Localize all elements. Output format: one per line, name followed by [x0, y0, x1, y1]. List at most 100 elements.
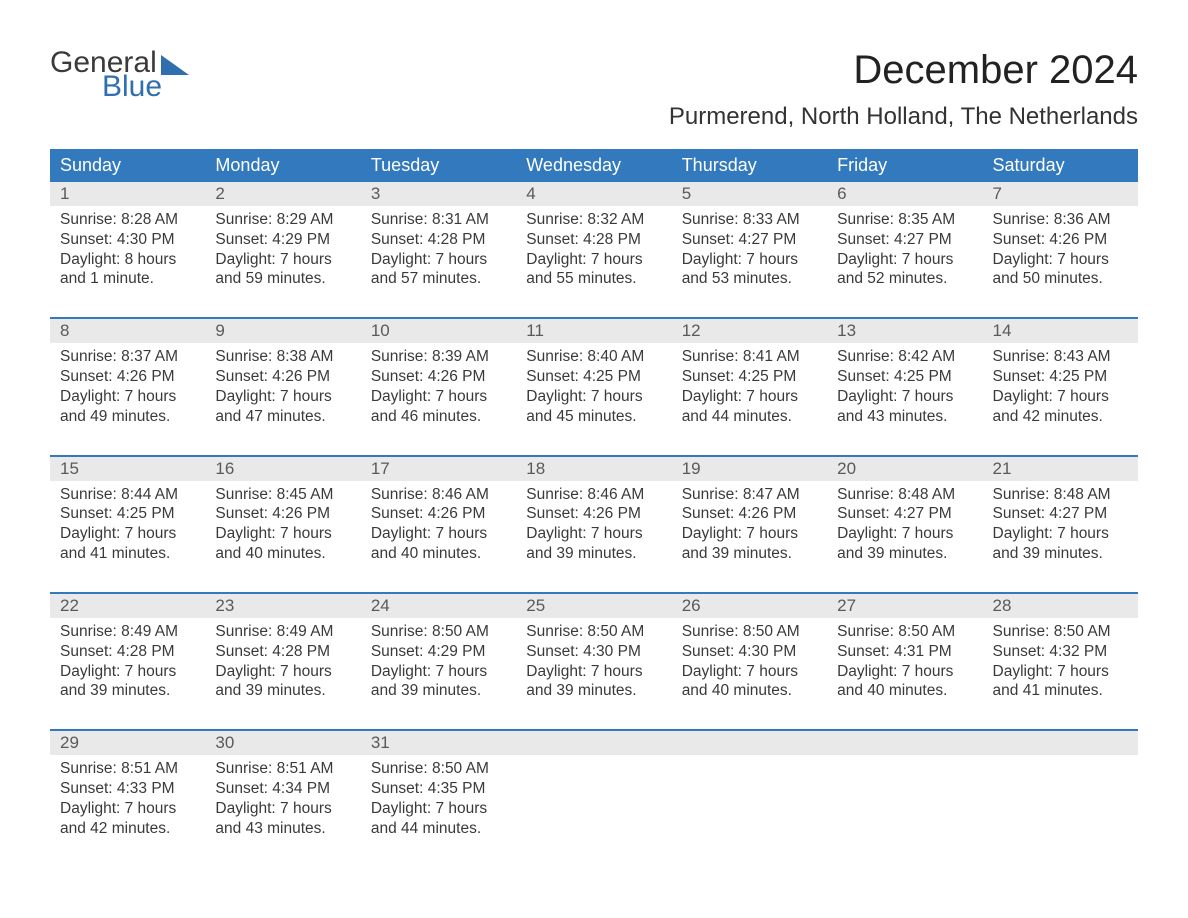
sunset-line: Sunset: 4:26 PM [215, 504, 350, 524]
day-details: Sunrise: 8:44 AMSunset: 4:25 PMDaylight:… [50, 481, 205, 564]
week-row: 1Sunrise: 8:28 AMSunset: 4:30 PMDaylight… [50, 182, 1138, 295]
sunrise-line: Sunrise: 8:50 AM [371, 759, 506, 779]
sunset-line: Sunset: 4:30 PM [682, 642, 817, 662]
daylight-line: Daylight: 7 hours and 43 minutes. [215, 799, 350, 839]
sunrise-line: Sunrise: 8:44 AM [60, 485, 195, 505]
day-details: Sunrise: 8:50 AMSunset: 4:30 PMDaylight:… [672, 618, 827, 701]
sunset-line: Sunset: 4:33 PM [60, 779, 195, 799]
day-details: Sunrise: 8:50 AMSunset: 4:31 PMDaylight:… [827, 618, 982, 701]
day-number: 11 [516, 319, 671, 343]
dow-thursday: Thursday [672, 149, 827, 182]
daylight-line: Daylight: 7 hours and 39 minutes. [682, 524, 817, 564]
sunset-line: Sunset: 4:25 PM [837, 367, 972, 387]
daylight-line: Daylight: 7 hours and 45 minutes. [526, 387, 661, 427]
day-number [672, 731, 827, 755]
sunrise-line: Sunrise: 8:35 AM [837, 210, 972, 230]
day-number: 7 [983, 182, 1138, 206]
day-details: Sunrise: 8:28 AMSunset: 4:30 PMDaylight:… [50, 206, 205, 289]
day-number: 13 [827, 319, 982, 343]
day-details: Sunrise: 8:50 AMSunset: 4:32 PMDaylight:… [983, 618, 1138, 701]
day-cell: 10Sunrise: 8:39 AMSunset: 4:26 PMDayligh… [361, 319, 516, 432]
day-cell: 5Sunrise: 8:33 AMSunset: 4:27 PMDaylight… [672, 182, 827, 295]
sunset-line: Sunset: 4:32 PM [993, 642, 1128, 662]
daylight-line: Daylight: 7 hours and 47 minutes. [215, 387, 350, 427]
day-cell: 7Sunrise: 8:36 AMSunset: 4:26 PMDaylight… [983, 182, 1138, 295]
day-details: Sunrise: 8:32 AMSunset: 4:28 PMDaylight:… [516, 206, 671, 289]
day-of-week-header: SundayMondayTuesdayWednesdayThursdayFrid… [50, 149, 1138, 182]
sunrise-line: Sunrise: 8:46 AM [526, 485, 661, 505]
sunset-line: Sunset: 4:28 PM [215, 642, 350, 662]
sunrise-line: Sunrise: 8:32 AM [526, 210, 661, 230]
day-details: Sunrise: 8:42 AMSunset: 4:25 PMDaylight:… [827, 343, 982, 426]
sunset-line: Sunset: 4:27 PM [837, 504, 972, 524]
calendar-weeks: 1Sunrise: 8:28 AMSunset: 4:30 PMDaylight… [50, 182, 1138, 845]
day-number: 8 [50, 319, 205, 343]
sunset-line: Sunset: 4:35 PM [371, 779, 506, 799]
daylight-line: Daylight: 7 hours and 44 minutes. [682, 387, 817, 427]
daylight-line: Daylight: 7 hours and 39 minutes. [837, 524, 972, 564]
day-number: 28 [983, 594, 1138, 618]
sunrise-line: Sunrise: 8:50 AM [993, 622, 1128, 642]
daylight-line: Daylight: 7 hours and 39 minutes. [526, 524, 661, 564]
day-details: Sunrise: 8:40 AMSunset: 4:25 PMDaylight:… [516, 343, 671, 426]
day-details: Sunrise: 8:39 AMSunset: 4:26 PMDaylight:… [361, 343, 516, 426]
day-number: 21 [983, 457, 1138, 481]
sunrise-line: Sunrise: 8:48 AM [993, 485, 1128, 505]
day-details: Sunrise: 8:51 AMSunset: 4:33 PMDaylight:… [50, 755, 205, 838]
sunset-line: Sunset: 4:26 PM [526, 504, 661, 524]
daylight-line: Daylight: 7 hours and 39 minutes. [371, 662, 506, 702]
daylight-line: Daylight: 7 hours and 40 minutes. [682, 662, 817, 702]
sunset-line: Sunset: 4:25 PM [526, 367, 661, 387]
sunset-line: Sunset: 4:25 PM [993, 367, 1128, 387]
sunrise-line: Sunrise: 8:37 AM [60, 347, 195, 367]
day-cell-empty [983, 731, 1138, 844]
sunset-line: Sunset: 4:27 PM [837, 230, 972, 250]
daylight-line: Daylight: 7 hours and 43 minutes. [837, 387, 972, 427]
day-number: 20 [827, 457, 982, 481]
sunrise-line: Sunrise: 8:40 AM [526, 347, 661, 367]
sunrise-line: Sunrise: 8:49 AM [215, 622, 350, 642]
day-details: Sunrise: 8:49 AMSunset: 4:28 PMDaylight:… [50, 618, 205, 701]
daylight-line: Daylight: 7 hours and 39 minutes. [526, 662, 661, 702]
day-details: Sunrise: 8:47 AMSunset: 4:26 PMDaylight:… [672, 481, 827, 564]
sunset-line: Sunset: 4:25 PM [682, 367, 817, 387]
sunrise-line: Sunrise: 8:46 AM [371, 485, 506, 505]
day-details: Sunrise: 8:29 AMSunset: 4:29 PMDaylight:… [205, 206, 360, 289]
day-number [983, 731, 1138, 755]
sunrise-line: Sunrise: 8:31 AM [371, 210, 506, 230]
day-cell: 1Sunrise: 8:28 AMSunset: 4:30 PMDaylight… [50, 182, 205, 295]
day-cell: 11Sunrise: 8:40 AMSunset: 4:25 PMDayligh… [516, 319, 671, 432]
day-cell-empty [672, 731, 827, 844]
day-number: 30 [205, 731, 360, 755]
sunrise-line: Sunrise: 8:47 AM [682, 485, 817, 505]
daylight-line: Daylight: 7 hours and 49 minutes. [60, 387, 195, 427]
day-number: 6 [827, 182, 982, 206]
logo: General Blue [50, 48, 189, 102]
sunrise-line: Sunrise: 8:50 AM [371, 622, 506, 642]
sunset-line: Sunset: 4:25 PM [60, 504, 195, 524]
day-number: 19 [672, 457, 827, 481]
daylight-line: Daylight: 7 hours and 57 minutes. [371, 250, 506, 290]
day-number: 10 [361, 319, 516, 343]
daylight-line: Daylight: 7 hours and 53 minutes. [682, 250, 817, 290]
sunset-line: Sunset: 4:30 PM [526, 642, 661, 662]
day-cell: 23Sunrise: 8:49 AMSunset: 4:28 PMDayligh… [205, 594, 360, 707]
daylight-line: Daylight: 7 hours and 40 minutes. [215, 524, 350, 564]
sunset-line: Sunset: 4:28 PM [371, 230, 506, 250]
daylight-line: Daylight: 7 hours and 46 minutes. [371, 387, 506, 427]
daylight-line: Daylight: 7 hours and 42 minutes. [993, 387, 1128, 427]
day-cell: 15Sunrise: 8:44 AMSunset: 4:25 PMDayligh… [50, 457, 205, 570]
day-cell: 9Sunrise: 8:38 AMSunset: 4:26 PMDaylight… [205, 319, 360, 432]
day-details: Sunrise: 8:48 AMSunset: 4:27 PMDaylight:… [983, 481, 1138, 564]
sunset-line: Sunset: 4:29 PM [215, 230, 350, 250]
day-number: 15 [50, 457, 205, 481]
day-number: 23 [205, 594, 360, 618]
title-block: December 2024 Purmerend, North Holland, … [669, 48, 1138, 131]
sunset-line: Sunset: 4:26 PM [682, 504, 817, 524]
day-cell-empty [516, 731, 671, 844]
day-cell: 26Sunrise: 8:50 AMSunset: 4:30 PMDayligh… [672, 594, 827, 707]
day-number: 25 [516, 594, 671, 618]
day-details: Sunrise: 8:50 AMSunset: 4:29 PMDaylight:… [361, 618, 516, 701]
daylight-line: Daylight: 7 hours and 39 minutes. [993, 524, 1128, 564]
day-cell: 20Sunrise: 8:48 AMSunset: 4:27 PMDayligh… [827, 457, 982, 570]
